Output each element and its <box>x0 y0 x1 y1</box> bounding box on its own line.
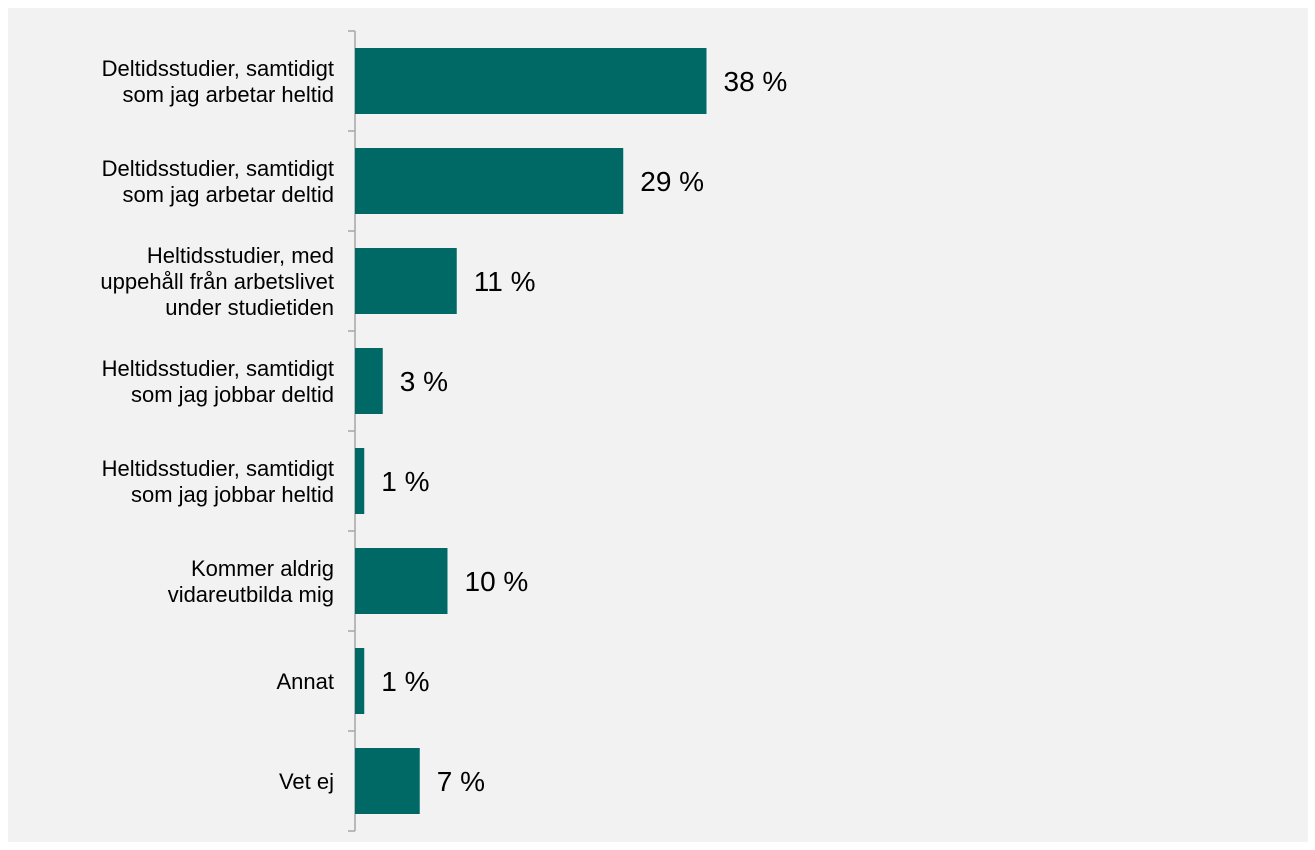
category-label-line: Annat <box>277 669 335 694</box>
bar-value-label: 3 % <box>400 366 448 397</box>
category-label: Heltidsstudier, med uppehåll från arbetsl… <box>100 243 334 320</box>
category-label: Heltidsstudier, samtidigt som jag jobbar … <box>102 456 334 507</box>
category-label: Deltidsstudier, samtidigt som jag arbetar… <box>102 156 334 207</box>
category-label-line: som jag jobbar deltid <box>131 382 334 407</box>
category-label-line: Heltidsstudier, samtidigt <box>102 456 334 481</box>
bar-value-label: 1 % <box>381 466 429 497</box>
bar-value-label: 1 % <box>381 666 429 697</box>
category-label-line: under studietiden <box>165 295 334 320</box>
bar <box>355 748 420 814</box>
bar-value-label: 7 % <box>437 766 485 797</box>
labels-layer: 38 %Deltidsstudier, samtidigt som jag arb… <box>100 56 787 797</box>
category-label-line: som jag jobbar heltid <box>131 482 334 507</box>
category-label-line: Deltidsstudier, samtidigt <box>102 156 334 181</box>
bar <box>355 348 383 414</box>
category-label-line: Kommer aldrig <box>191 556 334 581</box>
category-label-line: Heltidsstudier, med <box>147 243 334 268</box>
chart-panel: 38 % Deltidsstudier, samtidigt som jag arb… <box>8 8 1308 842</box>
bar-chart: 38 %Deltidsstudier, samtidigt som jag arb… <box>100 30 787 832</box>
category-label-line: Vet ej <box>279 769 334 794</box>
bar <box>355 48 707 114</box>
category-label-line: vidareutbilda mig <box>168 582 334 607</box>
category-label: Deltidsstudier, samtidigt som jag arbetar… <box>102 56 334 107</box>
bar <box>355 648 365 714</box>
category-label: Heltidsstudier, samtidigt som jag jobbar … <box>102 356 334 407</box>
bar-value-label: 38 % <box>724 66 788 97</box>
axis-layer <box>348 30 356 832</box>
category-label-line: uppehåll från arbetslivet <box>100 269 334 294</box>
category-label-line: som jag arbetar heltid <box>122 82 334 107</box>
category-label: Kommer aldrig vidareutbilda mig <box>168 556 334 607</box>
bar <box>355 448 365 514</box>
bar-value-label: 10 % <box>465 566 529 597</box>
bar-value-label: 11 % <box>474 266 536 297</box>
category-label: Vet ej <box>279 769 334 794</box>
category-label-line: Deltidsstudier, samtidigt <box>102 56 334 81</box>
bar <box>355 548 448 614</box>
bar <box>355 248 457 314</box>
category-label-line: som jag arbetar deltid <box>122 182 334 207</box>
category-label-line: Heltidsstudier, samtidigt <box>102 356 334 381</box>
bar-value-label: 29 % <box>640 166 704 197</box>
category-label: Annat <box>277 669 335 694</box>
bar <box>355 148 624 214</box>
bars-layer <box>355 48 707 814</box>
